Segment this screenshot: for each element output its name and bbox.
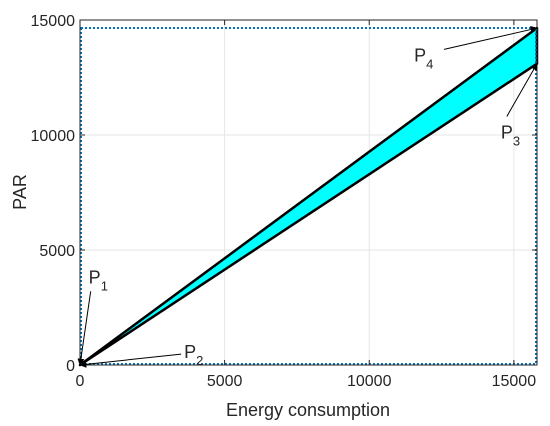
- annotation-arrow-p1: [77, 291, 92, 366]
- axes-frame: [79, 19, 538, 366]
- y-tick-label-3: 15000: [31, 13, 76, 30]
- annotation-arrow-p3: [506, 63, 538, 117]
- y-tick-label-0: 0: [66, 358, 75, 375]
- y-tick-label-1: 5000: [39, 243, 75, 260]
- x-tick-label-1: 5000: [207, 373, 243, 390]
- x-tick-label-0: 0: [76, 373, 85, 390]
- annotation-sub-p1: 1: [101, 278, 108, 293]
- y-axis-label: PAR: [10, 174, 30, 210]
- annotation-sub-p2: 2: [196, 353, 203, 368]
- dotted-box: [80, 27, 537, 366]
- x-tick-label-3: 15000: [492, 373, 537, 390]
- tick-labels: 0 5000 10000 15000 0 5000 10000 15000: [31, 13, 537, 390]
- x-tick-label-2: 10000: [347, 373, 392, 390]
- annotation-sub-p4: 4: [426, 56, 433, 71]
- dotted-box-rect: [80, 27, 537, 366]
- annotation-arrow-p2: [79, 353, 182, 368]
- annotation-arrow-p4: [443, 26, 538, 50]
- annotation-sub-p3: 3: [513, 133, 520, 148]
- y-tick-label-2: 10000: [31, 128, 76, 145]
- x-axis-label: Energy consumption: [226, 400, 390, 420]
